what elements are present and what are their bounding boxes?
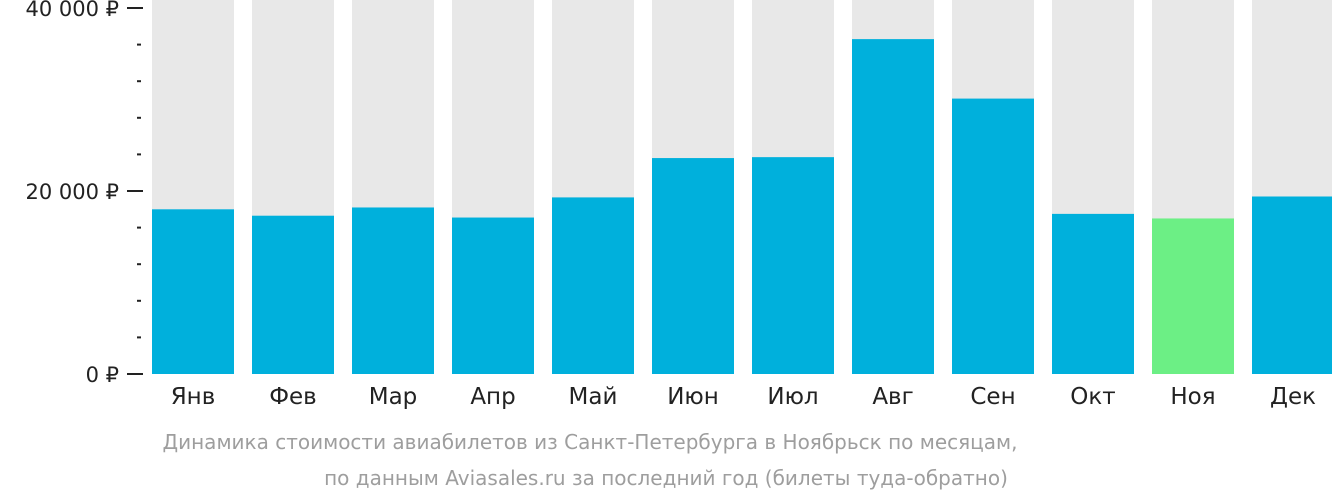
y-tick-label: 0 ₽ xyxy=(86,363,119,387)
bar-3 xyxy=(352,207,434,374)
x-tick-label: Сен xyxy=(970,384,1015,410)
bar-1 xyxy=(152,209,234,374)
x-tick-label: Янв xyxy=(171,384,216,410)
x-tick-label: Апр xyxy=(470,384,515,410)
x-tick-label: Авг xyxy=(872,384,913,410)
bar-8 xyxy=(852,39,934,375)
bar-11 xyxy=(1152,218,1234,374)
x-tick-label: Май xyxy=(569,384,618,410)
x-tick-label: Июн xyxy=(667,384,719,410)
x-tick-label: Фев xyxy=(269,384,317,410)
bar-2 xyxy=(252,215,334,374)
x-tick-label: Мар xyxy=(369,384,418,410)
y-tick-label: 40 000 ₽ xyxy=(25,0,119,21)
bar-10 xyxy=(1052,213,1134,374)
x-tick-label: Июл xyxy=(767,384,818,410)
bar-7 xyxy=(752,157,834,374)
chart-caption-line-2: по данным Aviasales.ru за последний год … xyxy=(324,466,1008,490)
x-tick-label: Ноя xyxy=(1170,384,1215,410)
bar-6 xyxy=(652,158,734,374)
y-tick-label: 20 000 ₽ xyxy=(25,180,119,204)
x-tick-label: Дек xyxy=(1270,384,1316,410)
x-tick-label: Окт xyxy=(1070,384,1115,410)
bar-5 xyxy=(552,197,634,374)
bar-9 xyxy=(952,98,1034,375)
bar-4 xyxy=(452,217,534,374)
bar-12 xyxy=(1252,196,1332,374)
price-bar-chart: Янв Фев Мар Апр Май Июн Июл Авг Сен Окт Ноя Дек 0 ₽ 2… xyxy=(25,0,1332,410)
chart-caption-line-1: Динамика стоимости авиабилетов из Санкт-… xyxy=(162,430,1018,454)
